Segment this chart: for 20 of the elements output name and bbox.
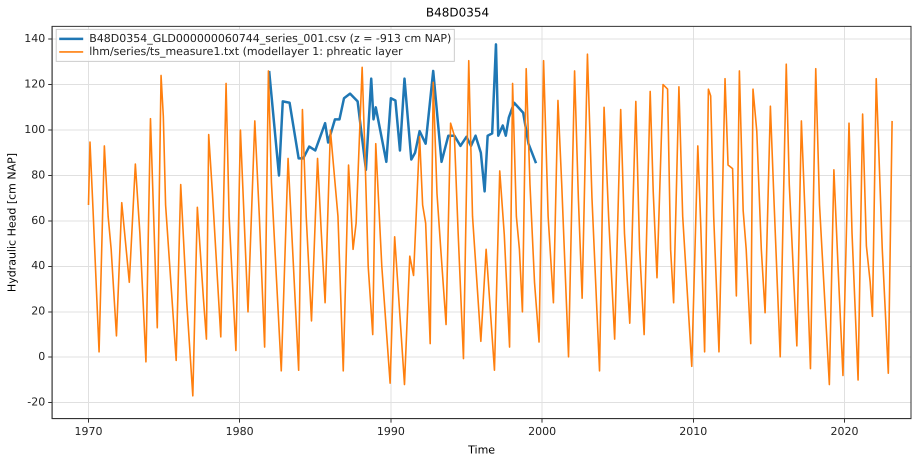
y-tick-label: -20 bbox=[27, 396, 46, 409]
x-axis-title: Time bbox=[467, 443, 496, 456]
y-tick-label: 140 bbox=[24, 32, 46, 45]
x-tick-label: 2020 bbox=[830, 425, 858, 438]
y-tick-label: 20 bbox=[31, 304, 46, 318]
y-tick-label: 0 bbox=[38, 350, 46, 364]
y-tick-label: 100 bbox=[24, 122, 46, 136]
x-tick-label: 1980 bbox=[226, 425, 254, 438]
y-tick-label: 80 bbox=[31, 168, 46, 182]
legend-label: B48D0354_GLD000000060744_series_001.csv (z = -913 cm NAP) bbox=[89, 32, 452, 45]
legend-label: lhm/series/ts_measure1.txt (modellayer 1: phreatic layer bbox=[89, 44, 404, 58]
chart-title: B48D0354 bbox=[426, 5, 490, 20]
x-tick-label: 1970 bbox=[74, 425, 102, 438]
y-axis-title: Hydraulic Head [cm NAP] bbox=[5, 152, 18, 292]
y-tick-label: 60 bbox=[31, 214, 46, 227]
y-tick-label: 120 bbox=[24, 77, 46, 90]
x-tick-label: 2010 bbox=[679, 425, 708, 438]
x-tick-label: 2000 bbox=[528, 425, 556, 438]
x-tick-label: 1990 bbox=[376, 425, 405, 438]
y-tick-label: 40 bbox=[31, 259, 46, 272]
